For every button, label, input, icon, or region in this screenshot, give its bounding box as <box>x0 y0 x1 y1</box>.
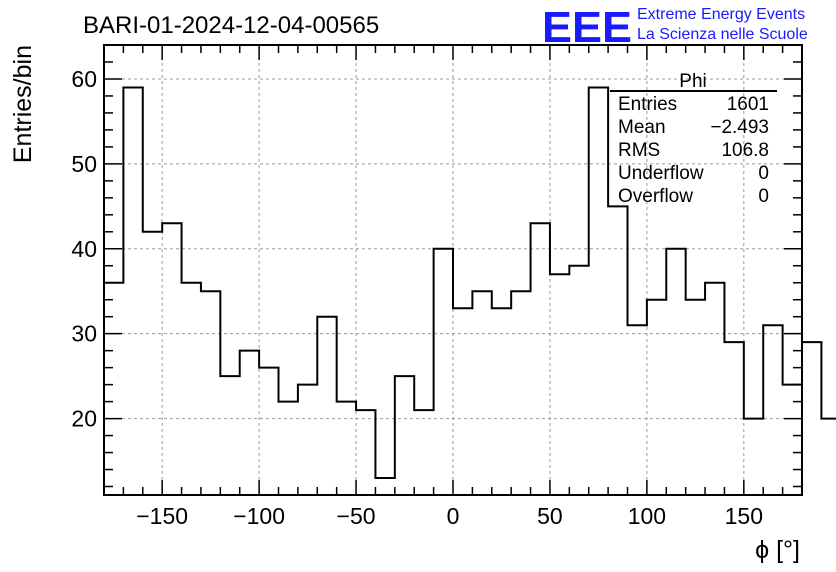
x-tick-labels: −150 −100 −50 0 50 100 150 <box>136 503 763 529</box>
histogram-bin <box>279 402 298 495</box>
histogram-bin <box>240 351 259 495</box>
histogram-bin <box>356 410 375 495</box>
histogram-bin <box>143 232 162 495</box>
x-tick-label: 0 <box>447 503 460 529</box>
histogram-bin <box>821 419 836 495</box>
histogram-bin <box>434 249 453 495</box>
x-tick-label: 150 <box>725 503 763 529</box>
histogram-bin <box>628 325 647 495</box>
histogram-bin <box>569 266 588 495</box>
stats-value-entries: 1601 <box>727 94 769 115</box>
stats-label-rms: RMS <box>618 140 660 161</box>
histogram-bin <box>492 308 511 495</box>
y-tick-label: 40 <box>71 236 97 262</box>
histogram-bin <box>763 325 782 495</box>
stats-label-entries: Entries <box>618 94 677 115</box>
stats-value-rms: 106.8 <box>721 140 769 161</box>
histogram-bin <box>550 274 569 495</box>
histogram-bin <box>453 308 472 495</box>
histogram-outline <box>104 86 836 480</box>
eee-logo: EEE Extreme Energy Events La Scienza nel… <box>542 3 808 52</box>
histogram-bin <box>531 223 550 495</box>
histogram-bin <box>162 223 181 495</box>
stats-box: Phi Entries 1601 Mean −2.493 RMS 106.8 U… <box>610 71 777 207</box>
histogram-bin <box>104 283 123 495</box>
histogram-bin <box>511 291 530 495</box>
x-tick-label: −150 <box>136 503 188 529</box>
histogram-bin <box>337 402 356 495</box>
histogram-bin <box>182 283 201 495</box>
histogram-bin <box>298 385 317 495</box>
grid-lines <box>104 45 802 495</box>
stats-value-underflow: 0 <box>758 163 769 184</box>
stats-title: Phi <box>679 71 706 92</box>
histogram-bin <box>724 342 743 495</box>
histogram-bin <box>375 478 394 495</box>
stats-value-overflow: 0 <box>758 186 769 207</box>
stats-label-mean: Mean <box>618 117 666 138</box>
histogram-bin <box>414 410 433 495</box>
x-axis-label: ϕ [°] <box>755 536 800 564</box>
histogram-bin <box>802 342 821 495</box>
chart-title: BARI-01-2024-12-04-00565 <box>83 12 379 39</box>
histogram-bin <box>705 283 724 495</box>
histogram-bin <box>259 368 278 495</box>
histogram-bin <box>666 249 685 495</box>
histogram-bin <box>744 419 763 495</box>
logo-text: EEE <box>542 3 632 52</box>
histogram-bin <box>589 87 608 495</box>
x-tick-label: 50 <box>537 503 563 529</box>
histogram-bin <box>201 291 220 495</box>
stats-label-overflow: Overflow <box>618 186 693 207</box>
histogram-bin <box>123 87 142 495</box>
histogram-bin <box>220 376 239 495</box>
axis-ticks <box>103 44 803 495</box>
x-tick-label: −50 <box>337 503 376 529</box>
stats-label-underflow: Underflow <box>618 163 704 184</box>
stats-value-mean: −2.493 <box>710 117 769 138</box>
histogram-bin <box>686 300 705 495</box>
histogram-bin <box>472 291 491 495</box>
y-tick-label: 50 <box>71 151 97 177</box>
logo-line2: La Scienza nelle Scuole <box>637 26 808 43</box>
y-tick-labels: 20 30 40 50 60 <box>71 66 97 432</box>
histogram-bin <box>647 300 666 495</box>
x-tick-label: −100 <box>233 503 285 529</box>
logo-line1: Extreme Energy Events <box>637 6 805 23</box>
histogram-bin <box>608 206 627 495</box>
y-tick-label: 30 <box>71 321 97 347</box>
histogram-bin <box>317 317 336 495</box>
y-axis-label: Entries/bin <box>9 45 37 163</box>
y-tick-label: 60 <box>71 66 97 92</box>
x-tick-label: 100 <box>628 503 666 529</box>
histogram-bin <box>395 376 414 495</box>
y-tick-label: 20 <box>71 406 97 432</box>
